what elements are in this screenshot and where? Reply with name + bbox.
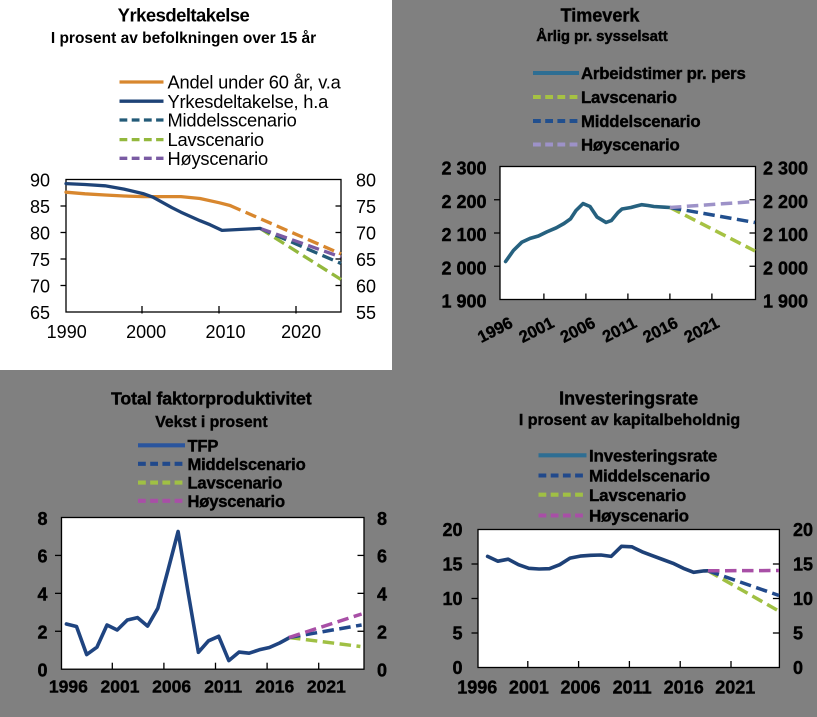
- svg-text:2 200: 2 200: [441, 192, 486, 212]
- svg-text:Investeringsrate: Investeringsrate: [589, 446, 717, 465]
- svg-text:75: 75: [356, 197, 376, 217]
- svg-text:1 900: 1 900: [441, 292, 486, 312]
- svg-text:2021: 2021: [307, 677, 346, 697]
- svg-text:I prosent av befolkningen over: I prosent av befolkningen over 15 år: [51, 30, 316, 47]
- svg-text:20: 20: [442, 520, 462, 540]
- svg-text:Årlig pr. sysselsatt: Årlig pr. sysselsatt: [536, 28, 668, 45]
- svg-text:10: 10: [442, 589, 462, 609]
- svg-text:2000: 2000: [126, 322, 166, 342]
- svg-text:Vekst i prosent: Vekst i prosent: [155, 414, 268, 431]
- svg-text:75: 75: [30, 250, 50, 270]
- svg-text:0: 0: [377, 661, 387, 681]
- svg-text:Lavscenario: Lavscenario: [168, 129, 264, 150]
- svg-text:1996: 1996: [49, 677, 88, 697]
- svg-text:Timeverk: Timeverk: [561, 6, 641, 26]
- svg-text:6: 6: [377, 547, 387, 567]
- svg-text:Høyscenario: Høyscenario: [589, 507, 689, 526]
- svg-text:Investeringsrate: Investeringsrate: [559, 389, 698, 409]
- svg-text:85: 85: [30, 197, 50, 217]
- svg-text:8: 8: [37, 509, 47, 529]
- svg-text:2016: 2016: [255, 677, 294, 697]
- svg-text:2011: 2011: [613, 678, 652, 698]
- svg-text:2006: 2006: [152, 677, 191, 697]
- svg-text:5: 5: [452, 623, 462, 643]
- svg-text:Andel under 60 år, v.a: Andel under 60 år, v.a: [168, 72, 342, 93]
- svg-text:8: 8: [377, 509, 387, 529]
- svg-text:TFP: TFP: [188, 436, 219, 455]
- svg-text:2 000: 2 000: [763, 258, 808, 278]
- svg-text:Lavscenario: Lavscenario: [188, 474, 283, 493]
- svg-text:2021: 2021: [715, 678, 755, 698]
- svg-text:2 000: 2 000: [441, 258, 486, 278]
- svg-text:2: 2: [377, 623, 387, 643]
- svg-text:0: 0: [452, 658, 462, 678]
- svg-text:65: 65: [30, 303, 50, 323]
- svg-text:Høyscenario: Høyscenario: [168, 148, 268, 169]
- svg-text:2001: 2001: [509, 678, 549, 698]
- svg-text:Middelscenario: Middelscenario: [581, 112, 700, 131]
- svg-text:Høyscenario: Høyscenario: [581, 136, 680, 155]
- svg-text:Middelscenario: Middelscenario: [188, 455, 306, 474]
- svg-text:70: 70: [30, 277, 50, 297]
- svg-text:60: 60: [356, 277, 376, 297]
- svg-text:6: 6: [37, 547, 47, 567]
- svg-text:2 300: 2 300: [763, 159, 808, 179]
- svg-text:20: 20: [793, 520, 813, 540]
- svg-text:I prosent av kapitalbeholdnig: I prosent av kapitalbeholdnig: [519, 412, 740, 429]
- svg-text:Høyscenario: Høyscenario: [188, 492, 285, 511]
- svg-text:2 200: 2 200: [763, 192, 808, 212]
- svg-text:Yrkesdeltakelse: Yrkesdeltakelse: [118, 5, 250, 26]
- svg-text:15: 15: [442, 554, 462, 574]
- svg-text:80: 80: [356, 171, 376, 191]
- svg-text:Yrkesdeltakelse, h.a: Yrkesdeltakelse, h.a: [168, 91, 330, 112]
- svg-text:90: 90: [30, 171, 50, 191]
- svg-text:15: 15: [793, 554, 813, 574]
- svg-text:2020: 2020: [281, 322, 321, 342]
- svg-text:2: 2: [37, 623, 47, 643]
- svg-text:Middelsscenario: Middelsscenario: [168, 110, 297, 131]
- svg-text:Middelscenario: Middelscenario: [589, 467, 710, 486]
- svg-text:1996: 1996: [457, 678, 497, 698]
- svg-text:2001: 2001: [101, 677, 140, 697]
- svg-text:4: 4: [377, 585, 387, 605]
- svg-text:2006: 2006: [560, 678, 600, 698]
- svg-text:Lavscenario: Lavscenario: [581, 88, 677, 107]
- svg-text:2 100: 2 100: [763, 225, 808, 245]
- svg-text:2 300: 2 300: [441, 159, 486, 179]
- svg-text:2 100: 2 100: [441, 225, 486, 245]
- svg-text:2010: 2010: [205, 322, 245, 342]
- svg-text:0: 0: [37, 661, 47, 681]
- svg-text:5: 5: [793, 623, 803, 643]
- svg-text:2011: 2011: [204, 677, 242, 697]
- svg-text:4: 4: [37, 585, 47, 605]
- svg-text:1 900: 1 900: [763, 292, 808, 312]
- svg-text:Lavscenario: Lavscenario: [589, 486, 686, 505]
- svg-text:70: 70: [356, 224, 376, 244]
- svg-text:0: 0: [793, 658, 803, 678]
- svg-text:Total faktorproduktivitet: Total faktorproduktivitet: [111, 389, 312, 409]
- svg-text:1990: 1990: [47, 322, 87, 342]
- svg-text:2016: 2016: [664, 678, 704, 698]
- svg-text:65: 65: [356, 250, 376, 270]
- svg-text:55: 55: [356, 303, 376, 323]
- svg-text:10: 10: [793, 589, 813, 609]
- svg-text:Arbeidstimer pr. pers: Arbeidstimer pr. pers: [581, 64, 746, 83]
- svg-text:80: 80: [30, 224, 50, 244]
